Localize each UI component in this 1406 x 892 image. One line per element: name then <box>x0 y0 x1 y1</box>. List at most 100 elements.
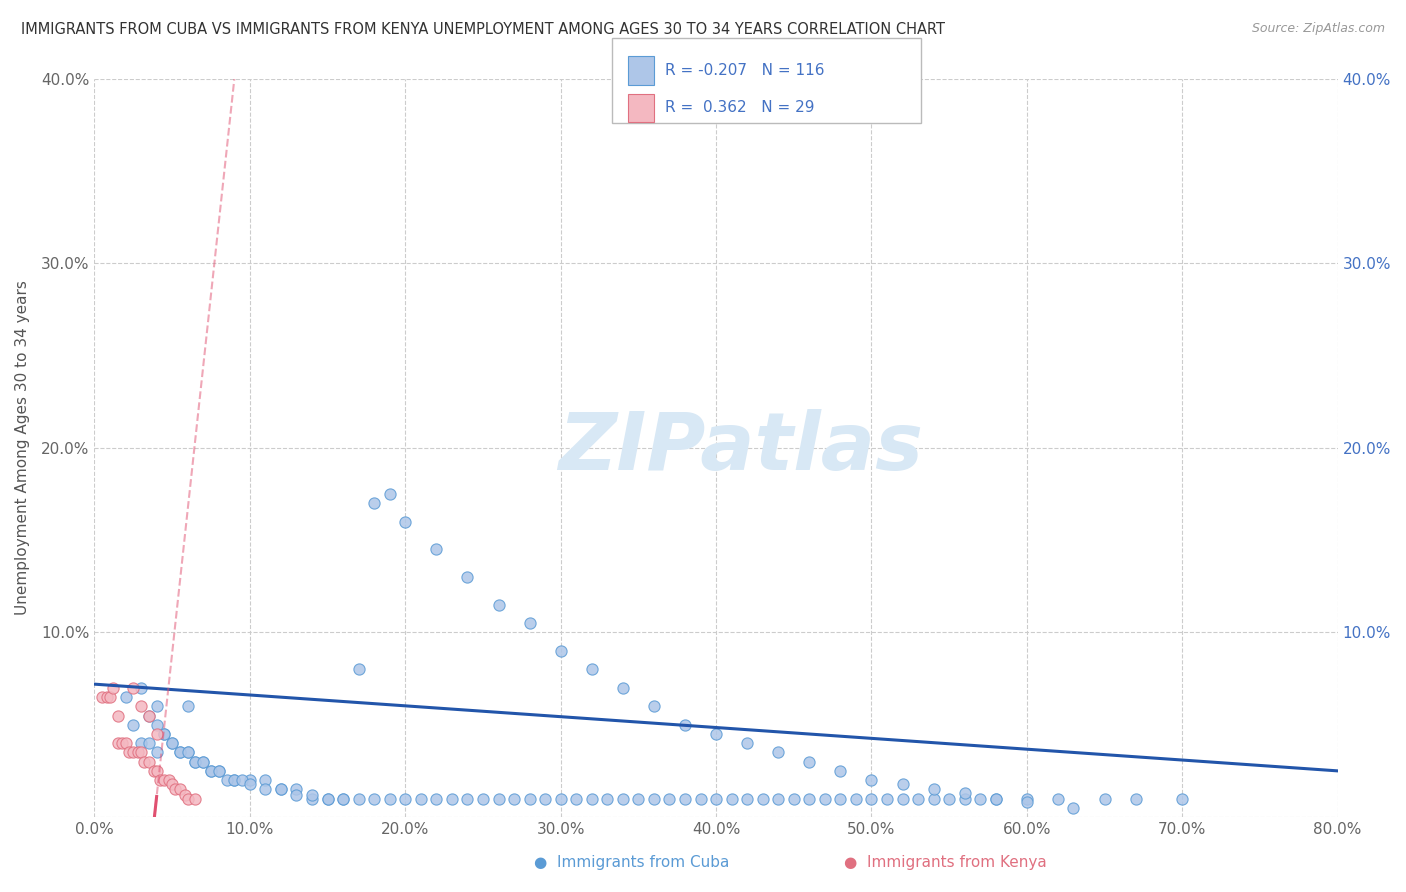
Point <box>208 764 231 778</box>
Point <box>799 791 821 805</box>
Point <box>891 777 914 791</box>
Point <box>735 736 758 750</box>
Point <box>456 791 478 805</box>
Point <box>239 777 262 791</box>
Point <box>751 791 773 805</box>
Point <box>129 746 152 760</box>
Point <box>157 773 180 788</box>
Point <box>425 791 447 805</box>
Point <box>643 791 665 805</box>
Point <box>160 777 183 791</box>
Point <box>907 791 929 805</box>
Point <box>876 791 898 805</box>
Point <box>177 746 200 760</box>
Point <box>145 717 167 731</box>
Point <box>208 764 231 778</box>
Point <box>860 773 883 788</box>
Point <box>550 644 572 658</box>
Point <box>169 746 191 760</box>
Point <box>534 791 557 805</box>
Point <box>98 690 121 704</box>
Point <box>316 791 339 805</box>
Point <box>627 791 650 805</box>
Point <box>122 746 145 760</box>
Point <box>138 708 160 723</box>
Point <box>107 708 129 723</box>
Point <box>1046 791 1069 805</box>
Point <box>129 681 152 695</box>
Point <box>704 727 727 741</box>
Point <box>643 699 665 714</box>
Point <box>503 791 526 805</box>
Point <box>122 681 145 695</box>
Point <box>145 764 167 778</box>
Point <box>285 788 308 802</box>
Point <box>704 791 727 805</box>
Point <box>107 736 129 750</box>
Point <box>138 755 160 769</box>
Point <box>270 782 292 797</box>
Point <box>96 690 118 704</box>
Point <box>488 598 510 612</box>
Point <box>673 791 696 805</box>
Point <box>581 662 603 676</box>
Point <box>689 791 711 805</box>
Point <box>472 791 495 805</box>
Point <box>519 791 541 805</box>
Point <box>612 681 634 695</box>
Point <box>138 736 160 750</box>
Point <box>254 773 277 788</box>
Point <box>425 542 447 557</box>
Point <box>658 791 681 805</box>
Point <box>830 764 852 778</box>
Point <box>783 791 806 805</box>
Point <box>101 681 124 695</box>
Point <box>565 791 588 805</box>
Point <box>224 773 246 788</box>
Point <box>519 616 541 631</box>
Point <box>177 699 200 714</box>
Point <box>285 782 308 797</box>
Point <box>378 791 401 805</box>
Point <box>581 791 603 805</box>
Point <box>347 791 370 805</box>
Point <box>596 791 619 805</box>
Point <box>984 791 1007 805</box>
Point <box>145 699 167 714</box>
Text: ZIPatlas: ZIPatlas <box>558 409 924 487</box>
Point <box>129 699 152 714</box>
Point <box>612 791 634 805</box>
Point <box>224 773 246 788</box>
Point <box>1094 791 1116 805</box>
Point <box>394 791 416 805</box>
Point <box>118 746 141 760</box>
Y-axis label: Unemployment Among Ages 30 to 34 years: Unemployment Among Ages 30 to 34 years <box>15 281 30 615</box>
Point <box>766 791 789 805</box>
Point <box>860 791 883 805</box>
Text: R =  0.362   N = 29: R = 0.362 N = 29 <box>665 100 814 115</box>
Point <box>160 736 183 750</box>
Point <box>922 791 945 805</box>
Point <box>891 791 914 805</box>
Point <box>134 755 156 769</box>
Point <box>111 736 134 750</box>
Point <box>1015 791 1038 805</box>
Point <box>938 791 960 805</box>
Point <box>114 690 136 704</box>
Point <box>332 791 354 805</box>
Point <box>394 515 416 529</box>
Point <box>409 791 432 805</box>
Point <box>456 570 478 584</box>
Point <box>363 496 385 510</box>
Point <box>231 773 253 788</box>
Point <box>184 755 207 769</box>
Point <box>193 755 215 769</box>
Point <box>184 791 207 805</box>
Point <box>270 782 292 797</box>
Point <box>122 717 145 731</box>
Text: R = -0.207   N = 116: R = -0.207 N = 116 <box>665 63 824 78</box>
Point <box>200 764 222 778</box>
Point <box>363 791 385 805</box>
Point <box>200 764 222 778</box>
Point <box>138 708 160 723</box>
